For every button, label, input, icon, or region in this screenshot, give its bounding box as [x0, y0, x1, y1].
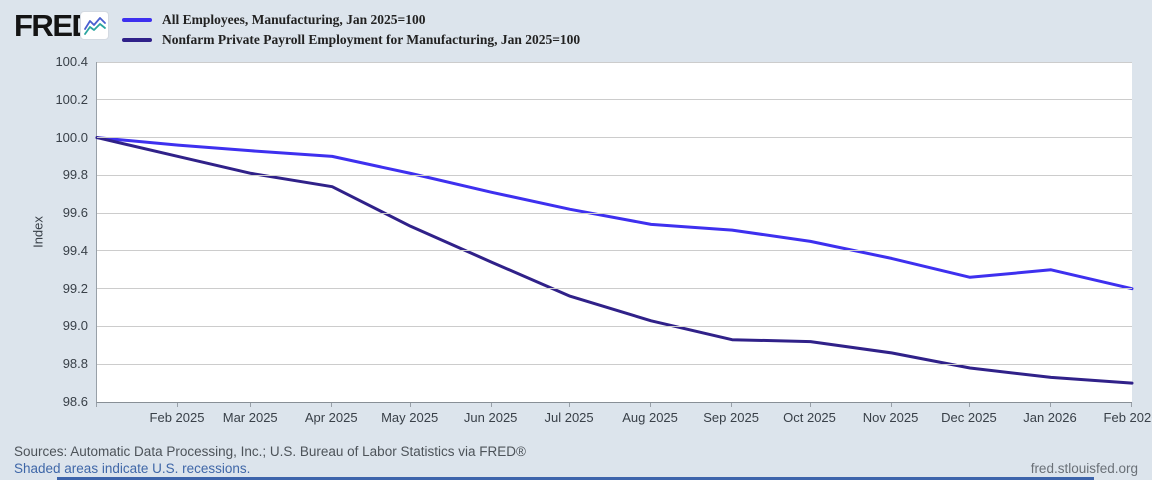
gridline-y-99.2: [97, 288, 1132, 290]
gridline-y-99.4: [97, 250, 1132, 252]
y-tick-label: 100.2: [55, 91, 88, 107]
x-tick-label: Oct 2025: [783, 410, 836, 425]
x-tick: [569, 403, 571, 407]
gridline-y-98.8: [97, 363, 1132, 365]
y-tick-label: 100.4: [55, 54, 88, 69]
y-tick-label: 99.8: [62, 167, 88, 183]
bottom-divider-bar: [57, 477, 1094, 480]
x-tick-label: Nov 2025: [862, 410, 919, 425]
chart-lines-svg: [95, 136, 1134, 385]
gridline-y-100.0: [97, 137, 1132, 139]
x-tick-label: Feb 2026: [1103, 410, 1152, 425]
y-tick-label: 99.2: [62, 280, 88, 296]
x-tick-label: Aug 2025: [622, 410, 678, 425]
x-tick: [890, 403, 892, 407]
gridline-y-99.0: [97, 325, 1132, 327]
x-tick: [409, 403, 411, 407]
recession-note-link[interactable]: Shaded areas indicate U.S. recessions.: [14, 461, 251, 476]
legend-label-series1: All Employees, Manufacturing, Jan 2025=1…: [162, 12, 426, 27]
x-tick-label: Jul 2025: [544, 410, 594, 425]
x-tick-label: May 2025: [381, 410, 439, 425]
x-tick-label: Jun 2025: [463, 410, 518, 425]
legend-item-series1: All Employees, Manufacturing, Jan 2025=1…: [122, 10, 580, 30]
chart-line-series1: [95, 136, 1134, 291]
x-tick-label: Feb 2025: [149, 410, 205, 425]
chart-plot[interactable]: [95, 61, 1134, 403]
fred-site-url-link[interactable]: fred.stlouisfed.org: [1030, 461, 1138, 476]
legend: All Employees, Manufacturing, Jan 2025=1…: [122, 10, 580, 50]
x-tick: [490, 403, 492, 407]
x-tick-label: Mar 2025: [222, 410, 278, 425]
gridline-y-99.8: [97, 174, 1132, 176]
x-tick: [731, 403, 733, 407]
y-tick-label: 99.0: [62, 318, 88, 334]
x-tick-label: Apr 2025: [304, 410, 358, 425]
x-tick: [650, 403, 652, 407]
legend-item-series2: Nonfarm Private Payroll Employment for M…: [122, 30, 580, 50]
legend-label-series2: Nonfarm Private Payroll Employment for M…: [162, 32, 581, 47]
x-tick: [968, 403, 970, 407]
y-tick-label: 100.0: [55, 129, 88, 145]
gridline-y-99.6: [97, 212, 1132, 214]
y-tick-label: 98.6: [62, 394, 88, 409]
x-tick-label: Jan 2026: [1023, 410, 1077, 425]
x-tick: [96, 403, 97, 407]
sources-text: Sources: Automatic Data Processing, Inc.…: [14, 444, 526, 459]
x-tick: [250, 403, 252, 407]
x-tick: [809, 403, 811, 407]
x-tick: [331, 403, 333, 407]
y-tick-label: 99.6: [62, 205, 88, 221]
x-tick: [1131, 403, 1132, 407]
legend-swatch-series1: [122, 18, 152, 22]
x-tick: [177, 403, 179, 407]
line-chart-sparkline-icon: [80, 11, 109, 40]
x-tick-label: Sep 2025: [703, 410, 759, 425]
x-tick: [1049, 403, 1051, 407]
legend-swatch-series2: [122, 38, 152, 42]
y-tick-label: 98.8: [62, 356, 88, 372]
gridline-y-100.2: [97, 99, 1132, 101]
x-tick-label: Dec 2025: [941, 410, 997, 425]
gridline-y-100.4: [97, 61, 1132, 63]
y-tick-label: 99.4: [62, 242, 88, 258]
